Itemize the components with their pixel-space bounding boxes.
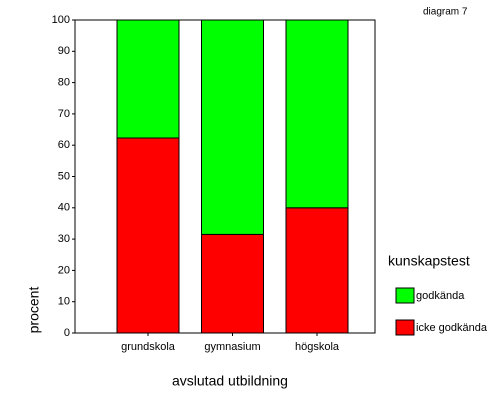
chart-title: diagram 7 <box>423 7 468 18</box>
x-axis-label: avslutad utbildning <box>172 373 288 389</box>
bar-segment <box>116 137 180 334</box>
x-tick-label: grundskola <box>121 341 176 353</box>
y-tick-label: 10 <box>58 296 70 308</box>
x-tick-label: gymnasium <box>204 341 260 353</box>
legend-label: godkända <box>416 290 465 302</box>
legend-title: kunskapstest <box>388 253 470 269</box>
y-axis-label: procent <box>26 287 42 334</box>
bar-segment <box>285 19 349 209</box>
bar-segment <box>116 19 180 139</box>
y-tick-label: 90 <box>58 45 70 57</box>
x-tick-label: högskola <box>295 341 340 353</box>
bar-segment <box>201 19 264 235</box>
y-tick-label: 40 <box>58 202 70 214</box>
y-tick-label: 30 <box>58 233 70 245</box>
bar-segment <box>285 207 349 334</box>
y-tick-label: 70 <box>58 108 70 120</box>
plot-frame <box>74 19 376 334</box>
legend-swatch <box>395 287 415 304</box>
y-tick-label: 100 <box>52 14 70 26</box>
y-tick-label: 60 <box>58 139 70 151</box>
y-tick-label: 0 <box>64 327 70 339</box>
y-tick-label: 20 <box>58 264 70 276</box>
y-tick-label: 80 <box>58 77 70 89</box>
legend-swatch <box>395 319 415 336</box>
y-tick-label: 50 <box>58 170 70 182</box>
bar-segment <box>201 233 264 334</box>
legend-label: icke godkända <box>416 322 488 334</box>
